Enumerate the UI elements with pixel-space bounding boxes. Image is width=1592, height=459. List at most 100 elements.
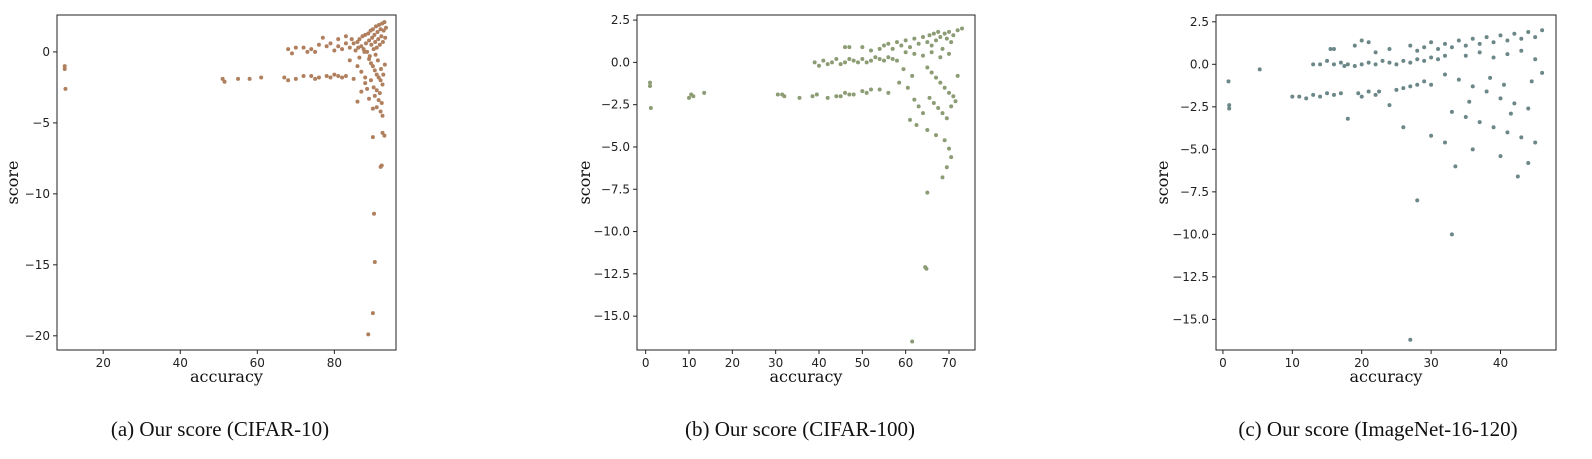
scatter-point xyxy=(1352,43,1357,48)
scatter-point xyxy=(1505,52,1510,57)
x-tick-label: 80 xyxy=(327,356,342,370)
scatter-point xyxy=(940,46,945,51)
y-axis-title: score xyxy=(575,161,594,205)
scatter-point xyxy=(1408,84,1413,89)
scatter-point xyxy=(222,79,227,84)
scatter-point xyxy=(1401,125,1406,130)
x-tick-label: 40 xyxy=(1493,356,1508,370)
scatter-point xyxy=(1526,106,1531,111)
scatter-point xyxy=(1442,41,1447,46)
scatter-point xyxy=(1318,94,1323,99)
scatter-point xyxy=(910,339,915,344)
scatter-point xyxy=(936,29,941,34)
scatter-point xyxy=(847,45,852,50)
x-tick-label: 10 xyxy=(681,356,696,370)
scatter-point xyxy=(1505,38,1510,43)
scatter-point xyxy=(648,84,652,89)
y-tick-label: 0 xyxy=(42,45,50,59)
scatter-point xyxy=(1515,174,1520,179)
scatter-point xyxy=(691,94,696,99)
scatter-point xyxy=(1345,116,1350,121)
scatter-point xyxy=(903,38,908,43)
y-tick-label: −7.5 xyxy=(1180,185,1209,199)
scatter-point xyxy=(1387,103,1392,108)
scatter-point xyxy=(877,46,882,51)
scatter-point xyxy=(1491,125,1496,130)
scatter-point xyxy=(869,58,873,63)
scatter-point xyxy=(293,45,298,50)
scatter-point xyxy=(1449,45,1454,50)
scatter-point xyxy=(944,165,949,170)
scatter-point xyxy=(1394,62,1399,67)
x-tick-label: 10 xyxy=(1285,356,1300,370)
scatter-point xyxy=(925,128,930,133)
scatter-point xyxy=(343,34,348,39)
scatter-point xyxy=(925,190,930,195)
scatter-point xyxy=(1311,62,1316,67)
scatter-point xyxy=(320,35,325,40)
scatter-point xyxy=(359,44,364,49)
scatter-point xyxy=(343,74,348,79)
scatter-point xyxy=(1359,62,1364,67)
scatter-point xyxy=(1533,35,1538,40)
scatter-point xyxy=(1429,133,1434,138)
scatter-point xyxy=(912,51,917,56)
subfigure-caption: (b) Our score (CIFAR-100) xyxy=(685,417,915,441)
x-tick-label: 0 xyxy=(642,356,650,370)
scatter-point xyxy=(648,106,653,111)
scatter-point xyxy=(869,48,873,53)
scatter-point xyxy=(378,66,383,71)
scatter-point xyxy=(921,111,925,116)
scatter-point xyxy=(1533,140,1538,145)
scatter-point xyxy=(916,41,921,46)
y-tick-label: −5.0 xyxy=(1180,142,1209,156)
scatter-point xyxy=(351,41,356,46)
x-axis-title: accuracy xyxy=(770,367,843,386)
scatter-point xyxy=(363,81,368,86)
scatter-point xyxy=(931,31,936,36)
scatter-point xyxy=(332,72,337,77)
scatter-point xyxy=(374,72,379,77)
scatter-point xyxy=(1463,115,1468,120)
scatter-point xyxy=(376,75,381,80)
x-tick-label: 60 xyxy=(898,356,913,370)
scatter-point xyxy=(825,95,830,100)
scatter-point xyxy=(332,48,337,53)
scatter-point xyxy=(830,60,834,65)
scatter-point xyxy=(916,104,921,109)
scatter-point xyxy=(1345,62,1350,67)
scatter-point xyxy=(367,57,372,62)
scatter-point xyxy=(1387,60,1392,65)
scatter-point xyxy=(1387,47,1392,52)
scatter-point xyxy=(951,94,956,99)
scatter-point xyxy=(942,138,947,143)
scatter-point xyxy=(336,37,341,42)
scatter-point xyxy=(1470,36,1475,41)
scatter-point xyxy=(843,60,847,65)
scatter-point xyxy=(1331,47,1336,52)
scatter-point xyxy=(62,64,67,69)
scatter-point xyxy=(1415,82,1420,87)
scatter-point xyxy=(377,42,382,47)
scatter-point xyxy=(378,109,383,114)
x-tick-label: 40 xyxy=(173,356,188,370)
x-tick-label: 30 xyxy=(1423,356,1438,370)
y-tick-label: −7.5 xyxy=(601,182,630,196)
scatter-point xyxy=(357,55,362,60)
scatter-point xyxy=(1456,38,1461,43)
scatter-point xyxy=(955,73,960,78)
scatter-point xyxy=(1415,198,1420,203)
scatter-point xyxy=(1429,40,1434,45)
scatter-point xyxy=(901,67,906,72)
scatter-point xyxy=(313,76,318,81)
scatter-point xyxy=(340,47,345,52)
scatter-point xyxy=(908,45,912,50)
y-tick-label: −20 xyxy=(25,329,50,343)
scatter-point xyxy=(1338,91,1343,96)
scatter-point xyxy=(379,101,384,106)
scatter-point xyxy=(383,35,388,40)
scatter-point xyxy=(924,266,929,271)
scatter-point xyxy=(856,60,860,65)
scatter-point xyxy=(373,24,378,29)
scatter-point xyxy=(1498,154,1503,159)
